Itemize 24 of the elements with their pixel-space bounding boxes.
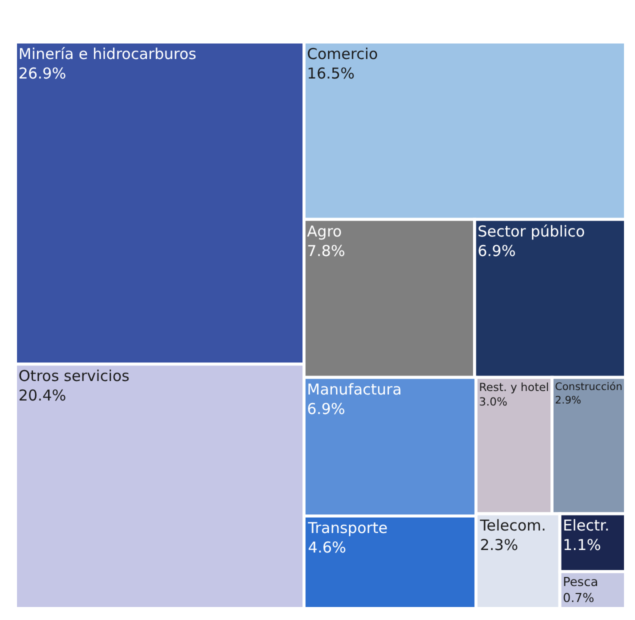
category-label: Pesca xyxy=(562,575,598,590)
data-label: 26.9% xyxy=(18,64,66,82)
data-label: 1.1% xyxy=(562,536,601,554)
data-label: 16.5% xyxy=(307,64,355,82)
data-label: 7.8% xyxy=(307,242,346,260)
data-label: 20.4% xyxy=(18,386,66,405)
category-label: Otros servicios xyxy=(18,367,130,386)
data-label: 3.0% xyxy=(478,395,508,408)
category-label: Manufactura xyxy=(307,380,402,398)
category-label: Agro xyxy=(307,222,342,240)
category-label: Electr. xyxy=(562,516,610,535)
category-label: Construcción xyxy=(555,381,622,394)
category-label: Telecom. xyxy=(478,516,546,535)
data-label: 6.9% xyxy=(307,400,346,418)
category-label: Rest. y hotel xyxy=(478,380,549,394)
category-label: Minería e hidrocarburos xyxy=(18,45,196,63)
data-label: 6.9% xyxy=(478,242,516,260)
category-label: Sector público xyxy=(478,222,585,240)
data-label: 2.3% xyxy=(480,536,518,554)
data-label: 4.6% xyxy=(308,538,346,557)
data-label: 2.9% xyxy=(555,394,582,406)
category-label: Transporte xyxy=(307,519,388,538)
category-label: Comercio xyxy=(307,45,378,63)
data-label: 0.7% xyxy=(562,591,594,606)
